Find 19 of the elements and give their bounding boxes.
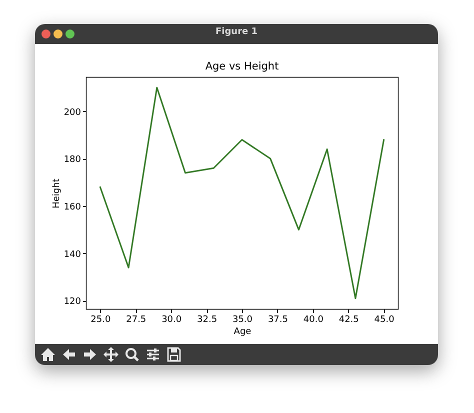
x-tick-label: 30.0 bbox=[162, 315, 182, 325]
x-tick-label: 42.5 bbox=[338, 315, 359, 325]
x-tick-label: 27.5 bbox=[126, 315, 146, 325]
y-tick-label: 120 bbox=[64, 297, 82, 308]
x-tick-label: 35.0 bbox=[232, 315, 253, 325]
x-tick-label: 32.5 bbox=[197, 315, 218, 325]
y-axis-title: Height bbox=[52, 178, 62, 208]
y-tick-label: 180 bbox=[64, 155, 82, 166]
y-tick-label: 200 bbox=[64, 108, 82, 118]
caption: Figure 1 bbox=[214, 27, 259, 37]
x-tick-label: 37.5 bbox=[268, 315, 288, 325]
chart-title: Age vs Height bbox=[205, 60, 279, 72]
line-series bbox=[99, 86, 385, 300]
x-axis-title: Age bbox=[234, 327, 252, 337]
x-tick-label: 40.0 bbox=[303, 315, 324, 325]
x-tick-label: 45.0 bbox=[374, 315, 395, 325]
y-tick-label: 160 bbox=[64, 202, 82, 213]
x-tick-label: 25.0 bbox=[90, 315, 111, 325]
y-tick-label: 140 bbox=[64, 250, 82, 260]
